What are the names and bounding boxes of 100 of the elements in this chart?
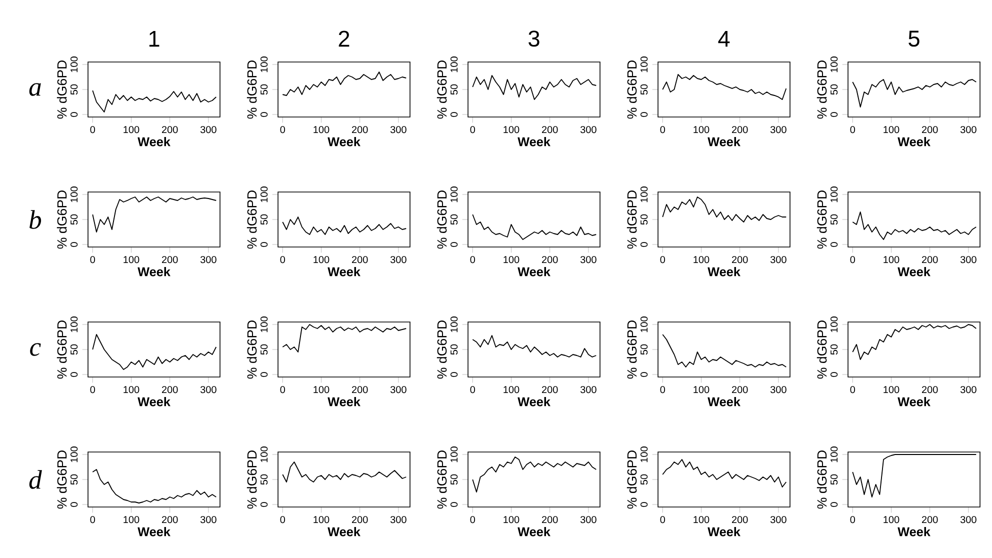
line-series xyxy=(92,469,217,504)
x-tick-label: 200 xyxy=(542,386,558,394)
x-tick-label: 100 xyxy=(504,516,520,524)
x-axis-title: Week xyxy=(518,526,550,536)
x-tick-label: 300 xyxy=(390,386,406,394)
x-tick-label: 300 xyxy=(770,126,786,134)
y-tick-label: 100 xyxy=(450,316,458,332)
y-tick-label: 50 xyxy=(70,344,78,355)
y-tick-label: 50 xyxy=(640,344,648,355)
y-tick-label: 0 xyxy=(450,112,458,117)
x-tick-label: 100 xyxy=(124,516,140,524)
y-axis-title: % dG6PD xyxy=(56,60,67,119)
line-series xyxy=(852,79,977,108)
x-tick-label: 100 xyxy=(314,126,330,134)
y-tick-label: 50 xyxy=(830,84,838,95)
text: c xyxy=(30,343,41,356)
x-tick-label: 0 xyxy=(660,516,666,524)
text: a xyxy=(29,83,41,96)
y-axis-title: % dG6PD xyxy=(626,320,637,379)
x-tick-label: 200 xyxy=(162,256,178,264)
x-tick-label: 0 xyxy=(90,516,96,524)
x-tick-label: 0 xyxy=(90,256,96,264)
x-tick-label: 0 xyxy=(470,256,476,264)
x-tick-label: 300 xyxy=(960,386,976,394)
x-tick-label: 100 xyxy=(694,126,710,134)
y-tick-label: 50 xyxy=(640,84,648,95)
y-axis-title: % dG6PD xyxy=(56,190,67,249)
x-tick-label: 300 xyxy=(580,386,596,394)
y-tick-label: 100 xyxy=(260,446,268,462)
x-tick-label: 100 xyxy=(694,516,710,524)
x-tick-label: 300 xyxy=(390,126,406,134)
y-tick-label: 50 xyxy=(450,344,458,355)
x-axis-title: Week xyxy=(138,136,170,146)
y-tick-label: 50 xyxy=(830,474,838,485)
x-tick-label: 0 xyxy=(90,386,96,394)
x-tick-label: 200 xyxy=(162,126,178,134)
x-axis-title: Week xyxy=(328,266,360,276)
x-tick-label: 0 xyxy=(470,516,476,524)
x-tick-label: 200 xyxy=(922,256,938,264)
x-tick-label: 0 xyxy=(280,386,286,394)
y-tick-label: 100 xyxy=(640,56,648,72)
x-tick-label: 100 xyxy=(504,126,520,134)
y-tick-label: 50 xyxy=(70,84,78,95)
x-tick-label: 100 xyxy=(314,256,330,264)
x-tick-label: 300 xyxy=(960,256,976,264)
y-tick-label: 100 xyxy=(830,446,838,462)
x-tick-label: 100 xyxy=(124,126,140,134)
text: d xyxy=(29,470,42,489)
y-axis-title: % dG6PD xyxy=(56,450,67,509)
y-axis-title: % dG6PD xyxy=(436,320,447,379)
x-tick-label: 0 xyxy=(850,126,856,134)
x-tick-label: 200 xyxy=(732,386,748,394)
x-tick-label: 100 xyxy=(314,516,330,524)
x-tick-label: 200 xyxy=(542,126,558,134)
chart-title: 2 xyxy=(338,30,350,47)
line-series xyxy=(472,456,597,492)
x-tick-label: 100 xyxy=(694,256,710,264)
x-axis-title: Week xyxy=(708,136,740,146)
x-tick-label: 0 xyxy=(660,126,666,134)
y-axis-title: % dG6PD xyxy=(816,450,827,509)
y-tick-label: 50 xyxy=(450,84,458,95)
y-tick-label: 0 xyxy=(830,242,838,247)
chart-title: 5 xyxy=(908,30,920,47)
y-tick-label: 0 xyxy=(450,502,458,507)
x-tick-label: 300 xyxy=(580,256,596,264)
x-axis-title: Week xyxy=(518,266,550,276)
y-tick-label: 0 xyxy=(830,372,838,377)
y-tick-label: 100 xyxy=(260,316,268,332)
x-tick-label: 200 xyxy=(352,126,368,134)
x-tick-label: 300 xyxy=(960,126,976,134)
y-axis-title: % dG6PD xyxy=(626,60,637,119)
x-tick-label: 300 xyxy=(390,256,406,264)
line-series xyxy=(472,335,597,358)
y-tick-label: 100 xyxy=(830,56,838,72)
y-tick-label: 0 xyxy=(70,112,78,117)
text: b xyxy=(30,210,42,229)
y-tick-label: 0 xyxy=(70,502,78,507)
x-tick-label: 0 xyxy=(850,256,856,264)
y-tick-label: 100 xyxy=(640,316,648,332)
x-axis-title: Week xyxy=(138,526,170,536)
y-tick-label: 0 xyxy=(830,502,838,507)
line-series xyxy=(282,216,407,235)
y-tick-label: 0 xyxy=(830,112,838,117)
y-tick-label: 50 xyxy=(70,214,78,225)
x-tick-label: 0 xyxy=(470,126,476,134)
x-tick-label: 300 xyxy=(770,256,786,264)
y-axis-title: % dG6PD xyxy=(246,320,257,379)
x-axis-title: Week xyxy=(898,136,930,146)
y-axis-title: % dG6PD xyxy=(626,190,637,249)
x-axis-title: Week xyxy=(518,136,550,146)
y-tick-label: 0 xyxy=(640,372,648,377)
y-tick-label: 0 xyxy=(450,242,458,247)
x-tick-label: 200 xyxy=(922,386,938,394)
x-axis-title: Week xyxy=(138,266,170,276)
x-tick-label: 100 xyxy=(124,386,140,394)
line-series xyxy=(92,90,217,112)
x-tick-label: 0 xyxy=(850,386,856,394)
x-axis-title: Week xyxy=(328,526,360,536)
y-tick-label: 50 xyxy=(260,84,268,95)
y-axis-title: % dG6PD xyxy=(246,60,257,119)
